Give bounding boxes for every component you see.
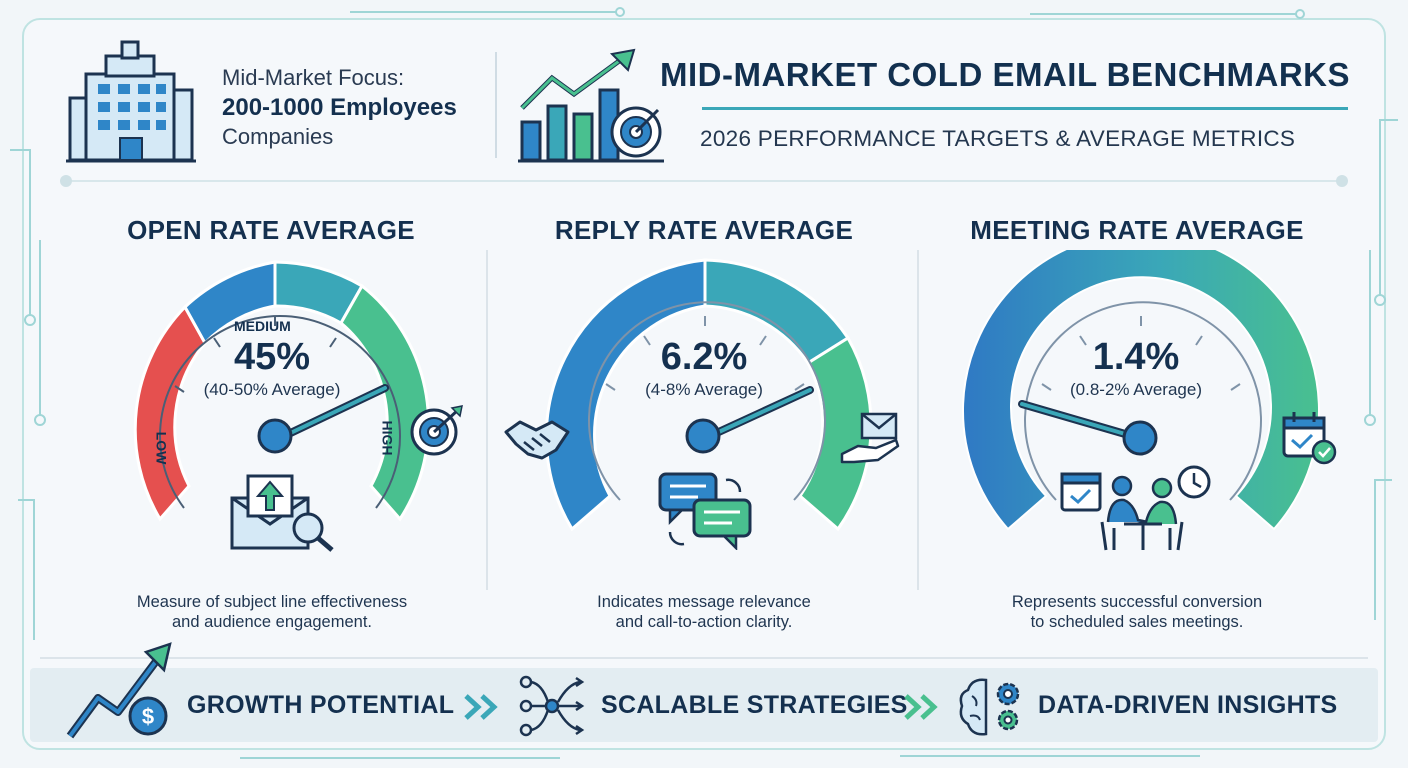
focus-line1: Mid-Market Focus: (222, 65, 405, 90)
footer-band (30, 668, 1378, 742)
brain-gears-icon (959, 678, 1020, 736)
gauge-title-meeting: MEETING RATE AVERAGE (970, 215, 1304, 245)
office-building-icon (66, 40, 196, 163)
reply-rate-desc: Indicates message relevance and call-to-… (524, 592, 884, 632)
open-rate-desc: Measure of subject line effectiveness an… (92, 592, 452, 632)
meeting-rate-desc-line1: Represents successful conversion (1011, 593, 1263, 611)
footer-data-driven-insights: DATA-DRIVEN INSIGHTS (1038, 691, 1338, 719)
footer-scalable-strategies: SCALABLE STRATEGIES (601, 691, 908, 719)
zone-label-high: HIGH (379, 420, 396, 456)
reply-rate-desc-line2: and call-to-action clarity. (615, 613, 793, 631)
handshake-icon (504, 420, 570, 460)
page-title: MID-MARKET COLD EMAIL BENCHMARKS (660, 56, 1351, 93)
open-rate-range: (40-50% Average) (203, 380, 341, 399)
footer-growth-potential: GROWTH POTENTIAL (187, 691, 455, 719)
growth-dollar-icon: $ (66, 642, 172, 739)
zone-label-low: LOW (153, 431, 170, 465)
reply-rate-value: 6.2% (660, 336, 748, 378)
target-icon (410, 405, 463, 456)
chevron-right-icon (904, 694, 938, 720)
chevron-right-icon (464, 694, 498, 720)
meeting-rate-range: (0.8-2% Average) (1070, 380, 1202, 399)
title-underline (702, 107, 1348, 110)
page-subtitle: 2026 PERFORMANCE TARGETS & AVERAGE METRI… (700, 126, 1296, 151)
gauge-title-reply: REPLY RATE AVERAGE (554, 215, 854, 245)
zone-label-medium: MEDIUM (234, 318, 291, 334)
gauge-title-open: OPEN RATE AVERAGE (127, 215, 415, 245)
gauge-arc (962, 250, 1320, 531)
reply-rate-gauge (544, 258, 873, 532)
network-flow-icon (519, 675, 585, 737)
svg-text:$: $ (142, 704, 154, 729)
chat-bubbles-icon (658, 472, 752, 550)
reply-rate-range: (4-8% Average) (645, 380, 763, 399)
open-rate-value: 45% (233, 336, 311, 378)
growth-chart-icon (518, 48, 664, 163)
meeting-rate-desc: Represents successful conversion to sche… (957, 592, 1317, 632)
email-hand-icon (840, 412, 900, 464)
focus-line2: 200-1000 Employees (222, 94, 457, 121)
open-rate-desc-line2: and audience engagement. (172, 613, 372, 631)
meeting-rate-desc-line2: to scheduled sales meetings. (1030, 613, 1244, 631)
gauge-arc-right (798, 335, 873, 532)
meeting-icon (1060, 465, 1211, 551)
reply-rate-desc-line1: Indicates message relevance (597, 593, 811, 611)
email-search-icon (230, 474, 334, 552)
calendar-check-icon (1282, 412, 1337, 465)
open-rate-gauge (133, 260, 430, 522)
meeting-rate-gauge (962, 250, 1320, 531)
gauge-zone-high (339, 283, 430, 522)
main-frame (22, 18, 1386, 750)
meeting-rate-value: 1.4% (1092, 336, 1180, 378)
focus-line3: Companies (222, 124, 334, 149)
open-rate-desc-line1: Measure of subject line effectiveness (136, 593, 408, 611)
